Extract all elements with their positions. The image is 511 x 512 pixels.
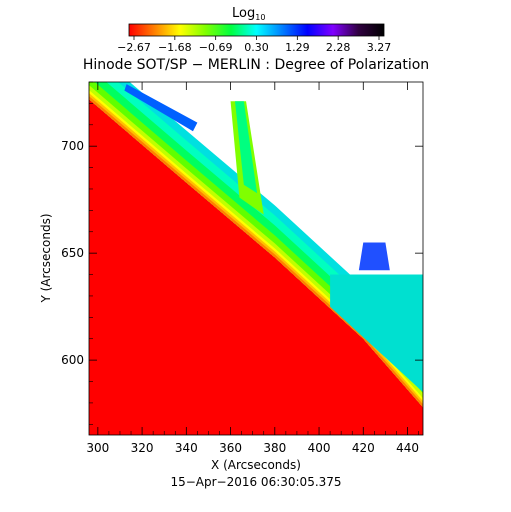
heatmap-image: [89, 82, 423, 435]
heatmap-band: [89, 93, 423, 408]
y-tick-label: 600: [61, 353, 84, 367]
x-tick-label: 360: [219, 441, 242, 455]
heatmap-limb-region: [89, 99, 423, 435]
chart-title: Hinode SOT/SP − MERLIN : Degree of Polar…: [83, 57, 429, 73]
heatmap-blue-blob: [358, 242, 390, 271]
colorbar-tick-label: −2.67: [117, 41, 151, 54]
colorbar-tick-label: −0.69: [199, 41, 233, 54]
x-axis: 300 320 340 360 380 400 420 440: [86, 82, 419, 455]
colorbar-tick-label: −1.68: [158, 41, 192, 54]
colorbar-strip: [128, 23, 385, 37]
colorbar-title: Log10: [232, 6, 265, 22]
colorbar: Log10 −2.67 −1.68 −0.69 0.30 1.29 2.28 3.27: [117, 6, 391, 54]
y-tick-label: 700: [61, 139, 84, 153]
x-tick-label: 420: [352, 441, 375, 455]
colorbar-tick-label: 1.29: [285, 41, 310, 54]
heatmap-fringe: [124, 84, 198, 132]
heatmap-spike-core: [234, 101, 258, 194]
plot-frame: [88, 81, 424, 436]
y-tick-label: 650: [61, 246, 84, 260]
x-tick-label: 340: [175, 441, 198, 455]
x-tick-label: 400: [308, 441, 331, 455]
colorbar-tick-label: 2.28: [326, 41, 351, 54]
timestamp-footer: 15−Apr−2016 06:30:05.375: [170, 475, 341, 489]
x-axis-label: X (Arcseconds): [211, 458, 301, 472]
heatmap-band: [89, 96, 423, 408]
y-axis-label: Y (Arcseconds): [39, 213, 53, 303]
colorbar-tick-label: 0.30: [244, 41, 269, 54]
x-tick-label: 440: [396, 441, 419, 455]
x-tick-label: 320: [131, 441, 154, 455]
colorbar-tick-label: 3.27: [367, 41, 392, 54]
heatmap-teal-region: [330, 274, 423, 393]
y-axis: 600 650 700: [61, 81, 423, 425]
x-tick-label: 300: [86, 441, 109, 455]
colorbar-ticks: −2.67 −1.68 −0.69 0.30 1.29 2.28 3.27: [117, 36, 391, 54]
x-tick-label: 380: [263, 441, 286, 455]
plot-area: [89, 82, 423, 435]
